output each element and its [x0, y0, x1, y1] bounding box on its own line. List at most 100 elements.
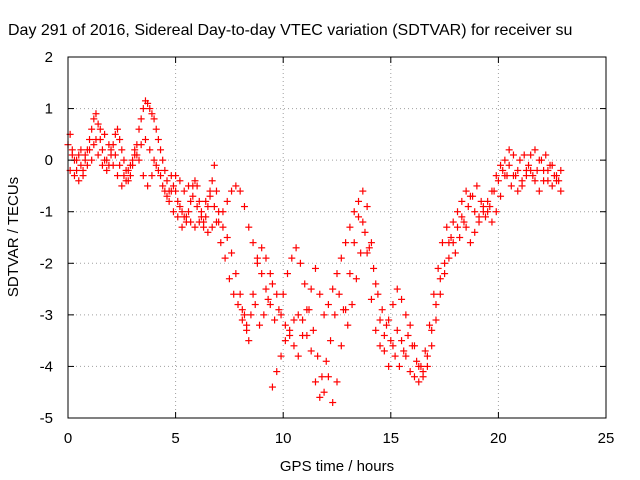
data-point [122, 177, 130, 185]
data-point [464, 203, 472, 211]
data-point [249, 290, 257, 298]
data-point [548, 161, 556, 169]
data-point [520, 151, 528, 159]
data-point [195, 218, 203, 226]
data-point [294, 311, 302, 319]
data-point [204, 203, 212, 211]
data-point [135, 125, 143, 133]
data-point [159, 156, 167, 164]
data-point [228, 249, 236, 257]
data-point [367, 295, 375, 303]
data-point [527, 166, 535, 174]
data-point [94, 151, 102, 159]
data-point [365, 244, 373, 252]
data-point [337, 254, 345, 262]
data-point [221, 254, 229, 262]
data-point [447, 234, 455, 241]
data-point [113, 172, 121, 180]
y-axis-label: SDTVAR / TECUs [5, 177, 22, 297]
data-point [311, 378, 319, 386]
data-point [232, 270, 240, 278]
data-point [150, 156, 158, 164]
data-point [378, 306, 386, 314]
data-point [557, 166, 565, 174]
data-point [402, 352, 410, 360]
data-point [116, 136, 124, 144]
data-point [236, 187, 244, 195]
data-point [174, 213, 182, 221]
data-point [385, 316, 393, 324]
data-point [363, 249, 371, 257]
data-point [103, 156, 111, 164]
data-point [223, 234, 231, 241]
y-tick-label: -2 [40, 255, 53, 272]
data-point [77, 146, 85, 154]
data-point [456, 234, 464, 241]
data-point [350, 208, 358, 216]
data-point [195, 197, 203, 205]
data-point [264, 295, 272, 303]
data-point [124, 166, 132, 174]
data-point [466, 239, 474, 247]
data-point [395, 362, 403, 370]
data-point [111, 151, 119, 159]
data-point [133, 151, 141, 159]
data-point [120, 172, 128, 180]
data-point [135, 156, 143, 164]
data-point [178, 208, 186, 216]
data-point [268, 280, 276, 288]
data-point [385, 362, 393, 370]
data-point [316, 393, 324, 401]
data-point [286, 331, 294, 339]
data-point [111, 130, 119, 138]
data-point [152, 125, 160, 133]
data-point [462, 223, 470, 231]
data-point [191, 223, 199, 231]
data-point [290, 342, 298, 350]
data-point [428, 342, 436, 350]
data-point [413, 357, 421, 365]
data-point [240, 203, 248, 211]
data-point [284, 270, 292, 278]
data-point [120, 156, 128, 164]
data-point [294, 352, 302, 360]
data-point [307, 347, 315, 355]
data-point [163, 177, 171, 185]
data-point [311, 264, 319, 272]
data-point [148, 110, 156, 118]
data-point [243, 326, 251, 334]
data-point [522, 172, 530, 180]
data-point [118, 182, 126, 190]
data-point [333, 378, 341, 386]
data-point [126, 172, 134, 180]
data-point [529, 172, 537, 180]
data-point [161, 187, 169, 195]
data-point [460, 218, 468, 226]
data-point [382, 321, 390, 329]
data-point [380, 347, 388, 355]
data-point [441, 259, 449, 267]
data-point [426, 321, 434, 329]
data-point [320, 388, 328, 396]
data-point [406, 368, 414, 376]
data-point [101, 130, 109, 138]
data-point [518, 182, 526, 190]
data-point [477, 197, 485, 205]
data-point [540, 177, 548, 185]
data-point [251, 301, 259, 309]
data-point [219, 208, 227, 216]
data-point [404, 331, 412, 339]
data-point [191, 177, 199, 185]
data-point [189, 192, 197, 200]
data-point [380, 331, 388, 339]
data-point [544, 166, 552, 174]
data-point [178, 223, 186, 231]
data-point [348, 301, 356, 309]
data-point [490, 187, 498, 195]
data-point [258, 270, 266, 278]
data-point [75, 177, 83, 185]
data-point [475, 213, 483, 221]
data-point [129, 156, 137, 164]
data-point [344, 321, 352, 329]
data-point [262, 285, 270, 293]
